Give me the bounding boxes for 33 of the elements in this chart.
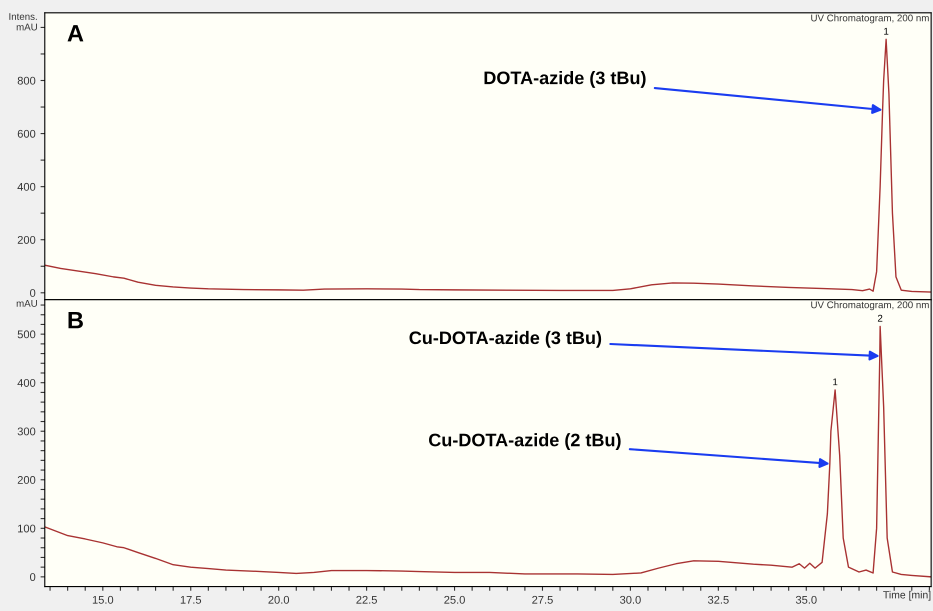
y-tick-label: 800 xyxy=(18,76,36,85)
y-tick-label: 400 xyxy=(17,182,36,191)
x-tick-label: 32.5 xyxy=(708,596,729,604)
y-tick-label: 200 xyxy=(18,236,36,244)
y-tick-label: 300 xyxy=(18,428,36,436)
x-tick-label: 30.0 xyxy=(620,596,641,604)
chart-title: A xyxy=(68,25,84,42)
y-axis-title: mAU xyxy=(16,300,37,307)
x-tick-label: 35.0 xyxy=(796,596,817,604)
annotation: 1 xyxy=(884,28,888,35)
y-axis-title: Intens. mAU xyxy=(9,13,37,30)
y-tick-label: 600 xyxy=(18,130,36,138)
annotation: UV Chromatogram, 200 nm xyxy=(811,301,929,310)
annotation: UV Chromatogram, 200 nm xyxy=(811,14,929,24)
x-tick-label: 22.5 xyxy=(356,596,377,604)
x-axis-title: Time [min] xyxy=(883,590,930,601)
y-tick-label: 0 xyxy=(30,573,36,581)
y-tick-label: 100 xyxy=(18,524,36,532)
x-tick-label: 25.0 xyxy=(444,596,465,604)
x-tick-label: 27.5 xyxy=(532,596,553,604)
annotation: DOTA-azide (3 tBu) xyxy=(484,70,646,88)
annotation: Cu-DOTA-azide (3 tBu) xyxy=(410,330,602,348)
y-tick-label: 200 xyxy=(18,476,36,484)
chart-title: B xyxy=(68,312,83,328)
annotation: Cu-DOTA-azide (2 tBu) xyxy=(429,433,621,450)
annotation: 2 xyxy=(878,314,882,322)
y-tick-label: 400 xyxy=(17,378,36,387)
y-tick-label: 500 xyxy=(18,330,36,338)
annotation: 1 xyxy=(833,378,838,386)
x-tick-label: 17.5 xyxy=(180,596,202,604)
y-tick-label: 0 xyxy=(30,289,36,297)
x-tick-label: 20.0 xyxy=(268,596,290,604)
x-tick-label: 15.0 xyxy=(92,596,114,604)
